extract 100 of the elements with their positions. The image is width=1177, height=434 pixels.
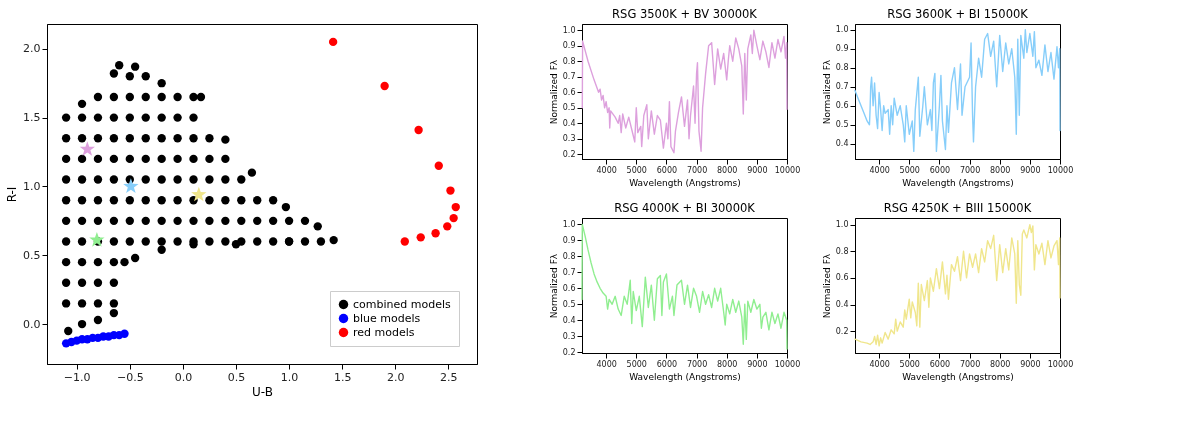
line-series	[854, 29, 1061, 153]
x-tick-label: 0.0	[174, 370, 193, 384]
y-tick-label: 0.5	[23, 248, 41, 262]
x-tick-label: 4000	[869, 359, 890, 369]
x-tick-label: 7000	[686, 165, 708, 175]
x-tick-label: 9000	[747, 165, 768, 175]
y-tick-label: 1.5	[23, 111, 41, 125]
x-tick-label: 2.0	[387, 370, 405, 384]
y-tick-label: 0.7	[562, 72, 576, 82]
x-tick-label: 4000	[596, 165, 617, 175]
y-tick-label: 0.6	[835, 273, 849, 283]
y-axis-title: Normalized Fλ	[821, 59, 832, 125]
x-tick-label: 6000	[656, 165, 678, 175]
point	[451, 202, 460, 212]
point	[431, 229, 440, 238]
x-tick-label: 9000	[1020, 165, 1041, 175]
y-tick-label: 0.6	[835, 101, 849, 111]
x-tick-label: 4000	[596, 359, 617, 369]
y-tick-label: 0.4	[562, 118, 576, 128]
chart-title: RSG 3500K + BV 30000K	[612, 6, 758, 21]
y-tick-label: 0.9	[562, 235, 576, 245]
line-series	[581, 29, 788, 154]
y-tick-label: 0.3	[562, 331, 576, 341]
x-axis-title: Wavelength (Angstroms)	[629, 177, 741, 188]
point	[380, 81, 389, 91]
x-tick-label: 6000	[656, 359, 678, 369]
y-tick-label: 0.2	[835, 326, 849, 336]
legend-label: combined models	[353, 297, 451, 311]
y-tick-label: 0.5	[562, 299, 576, 309]
x-tick-label: 8000	[717, 165, 738, 175]
y-axis-title: Normalized Fλ	[548, 59, 559, 125]
legend-label: red models	[353, 325, 415, 339]
y-tick-label: 0.3	[562, 134, 576, 144]
y-axis-title: Normalized Fλ	[821, 253, 832, 319]
y-tick-label: 0.6	[562, 87, 576, 97]
x-tick-label: 0.5	[227, 370, 246, 384]
x-tick-label: 8000	[990, 165, 1011, 175]
x-tick-label: 5000	[626, 165, 647, 175]
x-tick-label: 1.5	[333, 370, 352, 384]
point	[328, 37, 338, 47]
x-tick-label: 7000	[686, 359, 708, 369]
x-tick-label: 6000	[929, 165, 951, 175]
point	[123, 178, 139, 193]
x-tick-label: −1.0	[63, 370, 91, 384]
point	[79, 141, 96, 156]
x-axis-title: Wavelength (Angstroms)	[629, 371, 741, 382]
y-tick-label: 1.0	[835, 220, 849, 230]
x-tick-label: 1.0	[280, 370, 299, 384]
y-tick-label: 0.8	[835, 246, 849, 256]
legend-label: blue models	[353, 311, 421, 325]
chart-title: RSG 3600K + BI 15000K	[887, 6, 1029, 21]
y-tick-label: 0.5	[835, 120, 849, 130]
y-tick-label: 1.0	[23, 179, 41, 193]
y-tick-label: 2.0	[23, 42, 41, 56]
x-tick-label: 10000	[774, 165, 801, 175]
x-tick-label: 7000	[959, 359, 981, 369]
y-tick-label: 0.9	[835, 44, 849, 54]
y-tick-label: 0.4	[562, 315, 576, 325]
y-tick-label: 0.8	[562, 251, 576, 261]
y-axis-title: Normalized Fλ	[548, 253, 559, 319]
x-tick-label: 8000	[990, 359, 1011, 369]
x-axis-title: U-B	[252, 384, 273, 399]
point	[120, 329, 129, 338]
y-tick-label: 1.0	[835, 25, 849, 35]
y-tick-label: 0.5	[562, 103, 576, 113]
y-tick-label: 1.0	[562, 219, 576, 229]
x-tick-label: 7000	[959, 165, 981, 175]
x-tick-label: 10000	[1047, 359, 1074, 369]
point	[443, 222, 452, 231]
point	[416, 233, 425, 242]
y-tick-label: 0.8	[562, 56, 576, 66]
chart-title: RSG 4000K + BI 30000K	[614, 200, 756, 215]
x-axis-title: Wavelength (Angstroms)	[902, 371, 1014, 382]
point	[446, 186, 455, 195]
y-tick-label: 0.7	[562, 267, 576, 277]
y-tick-label: 0.7	[835, 82, 849, 92]
y-tick-label: 0.2	[562, 347, 576, 357]
y-tick-label: 0.8	[835, 63, 849, 73]
point	[191, 186, 207, 202]
point	[89, 232, 105, 247]
x-tick-label: 6000	[929, 359, 951, 369]
point	[400, 237, 409, 246]
x-tick-label: 5000	[899, 359, 920, 369]
y-tick-label: 0.0	[23, 317, 41, 331]
y-tick-label: 1.0	[562, 25, 576, 35]
y-axis-title: R-I	[5, 186, 20, 203]
x-tick-label: 9000	[747, 359, 768, 369]
y-tick-label: 0.6	[562, 283, 576, 293]
y-tick-label: 0.9	[562, 41, 576, 51]
x-axis-title: Wavelength (Angstroms)	[902, 177, 1014, 188]
x-tick-label: 2.5	[440, 370, 458, 384]
y-tick-label: 0.4	[835, 139, 849, 149]
chart-title: RSG 4250K + BIII 15000K	[883, 200, 1032, 215]
y-tick-label: 0.4	[835, 300, 849, 310]
x-tick-label: 10000	[774, 359, 801, 369]
line-series	[581, 223, 788, 350]
x-tick-label: 8000	[717, 359, 738, 369]
x-tick-label: 10000	[1047, 165, 1074, 175]
x-tick-label: 5000	[626, 359, 647, 369]
x-tick-label: 5000	[899, 165, 920, 175]
